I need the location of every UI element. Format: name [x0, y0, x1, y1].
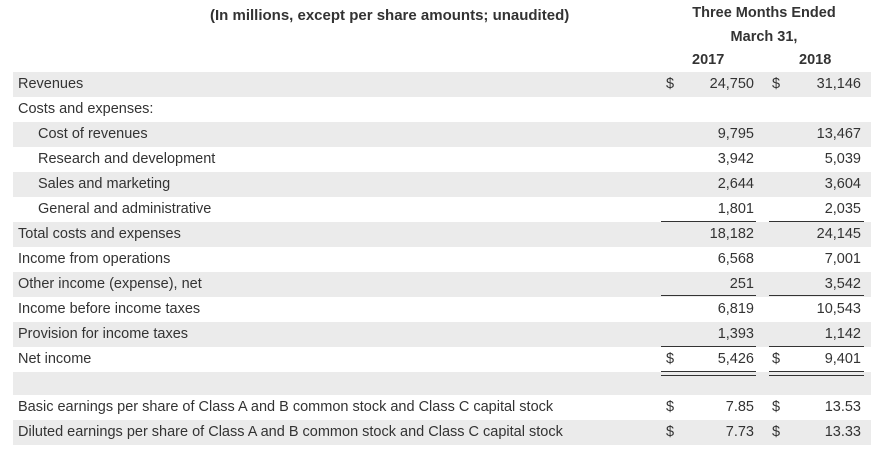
table-row-diluted-eps: Diluted earnings per share of Class A an… [13, 420, 871, 445]
value-2018: 10,543 [816, 301, 861, 317]
value-2017: 2,644 [717, 176, 754, 192]
row-label: Net income [18, 351, 92, 367]
table-row-provision-taxes: Provision for income taxes 1,393 1,142 [13, 322, 871, 347]
currency-symbol: $ [771, 76, 781, 92]
value-2017: 24,750 [709, 76, 754, 92]
total-double-rule-2018 [769, 371, 864, 372]
value-2018: 5,039 [824, 151, 861, 167]
subtotal-rule-2017 [661, 346, 756, 347]
year-2017-heading: 2017 [692, 52, 725, 68]
value-2018: 1,142 [824, 326, 861, 342]
table-row-revenues: Revenues $ 24,750 $ 31,146 [13, 72, 871, 97]
period-heading-line2: March 31, [730, 29, 798, 45]
value-2017: 5,426 [717, 351, 754, 367]
table-row-basic-eps: Basic earnings per share of Class A and … [13, 395, 871, 420]
value-2017: 9,795 [717, 126, 754, 142]
currency-symbol: $ [665, 76, 675, 92]
row-label: Costs and expenses: [18, 101, 154, 117]
value-2018: 9,401 [824, 351, 861, 367]
row-label: General and administrative [38, 201, 212, 217]
value-2017: 3,942 [717, 151, 754, 167]
table-row-costs-header: Costs and expenses: [13, 97, 871, 122]
value-2017: 7.85 [725, 399, 754, 415]
row-label: Diluted earnings per share of Class A an… [18, 424, 563, 440]
value-2017: 1,801 [717, 201, 754, 217]
row-label: Other income (expense), net [18, 276, 202, 292]
subtotal-rule-2017 [661, 221, 756, 222]
row-label: Cost of revenues [38, 126, 148, 142]
value-2018: 7,001 [824, 251, 861, 267]
value-2017: 1,393 [717, 326, 754, 342]
subtotal-rule-2017 [661, 295, 756, 296]
table-title: (In millions, except per share amounts; … [210, 7, 570, 24]
period-heading-line1: Three Months Ended [692, 5, 836, 21]
total-double-rule-2017 [661, 371, 756, 372]
value-2018: 13.33 [824, 424, 861, 440]
total-double-rule-2017 [661, 375, 756, 376]
row-label: Provision for income taxes [18, 326, 189, 342]
subtotal-rule-2018 [769, 221, 864, 222]
row-label: Sales and marketing [38, 176, 171, 192]
row-label: Total costs and expenses [18, 226, 181, 242]
table-row-income-operations: Income from operations 6,568 7,001 [13, 247, 871, 272]
value-2018: 31,146 [816, 76, 861, 92]
table-row-other-income: Other income (expense), net 251 3,542 [13, 272, 871, 297]
value-2017: 18,182 [709, 226, 754, 242]
currency-symbol: $ [771, 424, 781, 440]
value-2018: 13.53 [824, 399, 861, 415]
spacer-row [13, 372, 871, 395]
currency-symbol: $ [771, 351, 781, 367]
table-row-income-before-taxes: Income before income taxes 6,819 10,543 [13, 297, 871, 322]
currency-symbol: $ [665, 351, 675, 367]
subtotal-rule-2018 [769, 346, 864, 347]
row-label: Research and development [38, 151, 216, 167]
total-double-rule-2018 [769, 375, 864, 376]
value-2018: 3,542 [824, 276, 861, 292]
currency-symbol: $ [665, 424, 675, 440]
subtotal-rule-2018 [769, 295, 864, 296]
row-label: Income before income taxes [18, 301, 201, 317]
value-2017: 6,819 [717, 301, 754, 317]
value-2017: 6,568 [717, 251, 754, 267]
table-row-general-admin: General and administrative 1,801 2,035 [13, 197, 871, 222]
table-row-total-costs: Total costs and expenses 18,182 24,145 [13, 222, 871, 247]
value-2018: 13,467 [816, 126, 861, 142]
currency-symbol: $ [665, 399, 675, 415]
value-2018: 2,035 [824, 201, 861, 217]
row-label: Basic earnings per share of Class A and … [18, 399, 554, 415]
value-2017: 7.73 [725, 424, 754, 440]
row-label: Revenues [18, 76, 84, 92]
year-2018-heading: 2018 [799, 52, 832, 68]
row-label: Income from operations [18, 251, 171, 267]
table-row-net-income: Net income $ 5,426 $ 9,401 [13, 347, 871, 372]
value-2018: 24,145 [816, 226, 861, 242]
table-row-research: Research and development 3,942 5,039 [13, 147, 871, 172]
currency-symbol: $ [771, 399, 781, 415]
table-row-sales-marketing: Sales and marketing 2,644 3,604 [13, 172, 871, 197]
value-2018: 3,604 [824, 176, 861, 192]
value-2017: 251 [729, 276, 754, 292]
table-row-cost-of-revenues: Cost of revenues 9,795 13,467 [13, 122, 871, 147]
